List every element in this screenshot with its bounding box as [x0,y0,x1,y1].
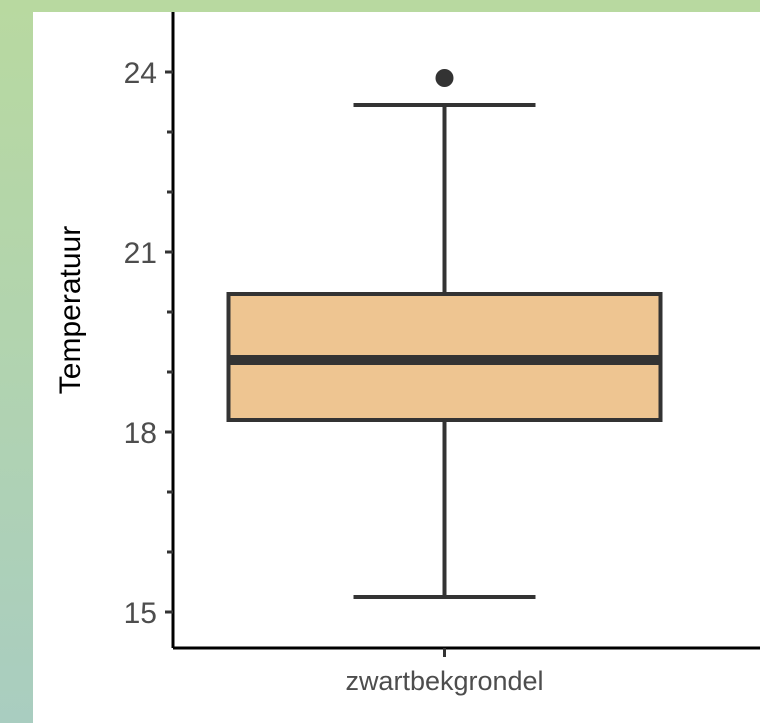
y-tick-label-21: 21 [124,237,157,270]
y-axis-title: Temperatuur [54,226,87,394]
y-tick-label-18: 18 [124,417,157,450]
y-axis-ticks: 15 18 21 24 [124,12,175,648]
outlier-point [435,69,454,87]
x-axis: zwartbekgrondel [173,646,760,696]
y-tick-label-24: 24 [124,57,157,90]
x-tick-label: zwartbekgrondel [345,666,543,696]
box-series [226,69,663,599]
y-tick-label-15: 15 [124,597,157,630]
